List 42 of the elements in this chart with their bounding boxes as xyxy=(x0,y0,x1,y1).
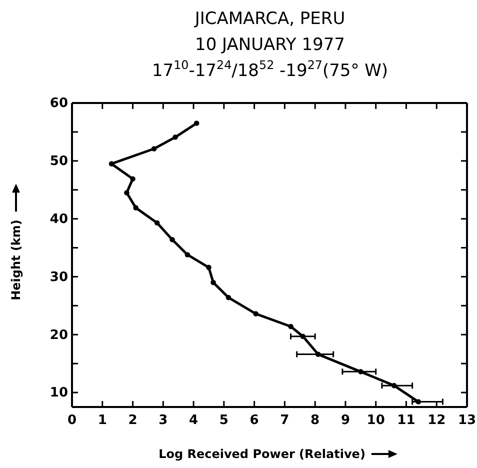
x-tick-label: 2 xyxy=(128,413,138,428)
x-tick-label: 10 xyxy=(366,413,385,428)
point xyxy=(133,205,138,210)
x-tick-label: 4 xyxy=(189,413,198,428)
point xyxy=(416,399,422,404)
x-tick-label: 12 xyxy=(428,413,446,428)
y-tick-label: 50 xyxy=(50,154,68,170)
point xyxy=(358,369,364,374)
y-tick-label: 20 xyxy=(50,328,68,343)
x-axis-title: Log Received Power (Relative) xyxy=(158,447,366,461)
point xyxy=(226,294,232,300)
point xyxy=(194,120,200,126)
y-tick-label: 40 xyxy=(50,212,68,227)
x-tick-label: 0 xyxy=(67,413,77,428)
point xyxy=(124,190,130,196)
point xyxy=(300,334,306,339)
point xyxy=(151,146,157,152)
x-tick-label: 1 xyxy=(98,413,107,428)
point xyxy=(288,324,294,330)
x-tick-label: 3 xyxy=(158,413,168,428)
y-axis-title: Height (km) xyxy=(9,220,23,300)
point xyxy=(315,352,321,357)
point xyxy=(391,382,397,388)
x-tick-label: 8 xyxy=(310,413,320,428)
y-tick-label: 60 xyxy=(50,96,68,112)
point xyxy=(154,220,160,226)
point xyxy=(170,237,175,242)
point xyxy=(210,280,216,286)
x-tick-label: 13 xyxy=(458,413,476,428)
point xyxy=(184,252,190,258)
x-tick-label: 5 xyxy=(219,413,228,428)
x-tick-label: 6 xyxy=(250,413,259,428)
x-tick-label: 7 xyxy=(280,413,290,428)
chart-title: JICAMARCA, PERU 10 JANUARY 1977 17$^{10}$-17$^{24}$/18$^{52}$ -19$^{27}$(75° W) xyxy=(152,9,388,81)
y-tick-label: 30 xyxy=(50,270,68,285)
y-tick-label: 10 xyxy=(50,386,68,401)
point xyxy=(130,176,136,182)
x-tick-label: 9 xyxy=(340,413,350,428)
point xyxy=(172,134,178,140)
point xyxy=(206,264,212,270)
x-tick-label: 11 xyxy=(397,413,416,428)
point xyxy=(253,311,258,316)
